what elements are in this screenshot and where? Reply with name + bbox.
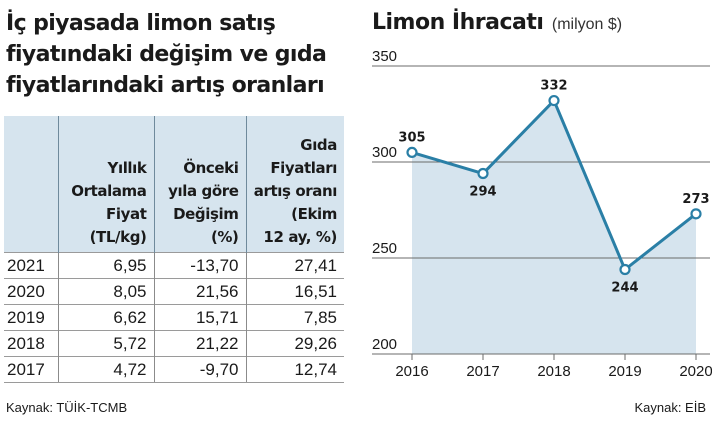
- cell-food-inflation: 7,85: [245, 303, 344, 330]
- x-tick-label: 2020: [679, 363, 712, 380]
- chart-source: Kaynak: EİB: [634, 400, 706, 415]
- x-tick-label: 2019: [608, 363, 641, 380]
- data-label: 273: [682, 192, 709, 207]
- header-line: Değişim: [173, 204, 239, 223]
- data-label: 305: [398, 130, 425, 145]
- x-tick-label: 2017: [466, 363, 499, 380]
- header-line: Yıllık: [107, 158, 147, 177]
- cell-food-inflation: 12,74: [245, 355, 344, 383]
- table-header-row: Yıllık Ortalama Fiyat (TL/kg) Önceki yıl…: [4, 116, 344, 252]
- cell-price: 6,95: [57, 251, 154, 278]
- data-label: 294: [469, 185, 496, 200]
- table-row: 2020 8,05 21,56 16,51: [4, 277, 344, 304]
- cell-year: 2018: [4, 329, 58, 356]
- table-title-line: fiyatlarındaki artış oranları: [6, 73, 325, 98]
- data-point: [619, 263, 631, 276]
- header-line: Önceki: [183, 158, 239, 177]
- table-title: İç piyasada limon satış fiyatındaki deği…: [6, 8, 346, 101]
- x-tick-label: 2016: [395, 363, 428, 380]
- cell-year: 2019: [4, 303, 58, 330]
- table-row: 2018 5,72 21,22 29,26: [4, 329, 344, 356]
- header-change: Önceki yıla göre Değişim (%): [153, 116, 246, 252]
- table-row: 2019 6,62 15,71 7,85: [4, 303, 344, 330]
- data-point: [548, 94, 560, 107]
- header-line: Gıda: [300, 135, 337, 154]
- y-tick-label: 300: [372, 144, 397, 161]
- header-line: Fiyatları: [270, 158, 337, 177]
- cell-change: 15,71: [153, 303, 246, 330]
- table-source: Kaynak: TÜİK-TCMB: [6, 400, 128, 415]
- cell-food-inflation: 16,51: [245, 277, 344, 304]
- header-price: Yıllık Ortalama Fiyat (TL/kg): [57, 116, 154, 252]
- header-line: 12 ay, %): [263, 227, 337, 246]
- chart-title: Limon İhracatı (milyon $): [372, 10, 622, 35]
- header-line: Fiyat: [106, 204, 147, 223]
- table-title-line: fiyatındaki değişim ve gıda: [6, 42, 327, 67]
- export-line-chart: 200 250 300 350 305 294 332 244 273 2016 2017 2018 2…: [372, 48, 712, 380]
- header-line: (%): [210, 227, 239, 246]
- price-table: Yıllık Ortalama Fiyat (TL/kg) Önceki yıl…: [4, 116, 344, 383]
- data-point: [690, 208, 702, 220]
- cell-food-inflation: 29,26: [245, 329, 344, 356]
- table-title-line: İç piyasada limon satış: [6, 11, 276, 36]
- y-tick-label: 250: [372, 240, 397, 257]
- cell-change: -9,70: [153, 355, 246, 383]
- cell-change: 21,56: [153, 277, 246, 304]
- header-line: (TL/kg): [89, 227, 147, 246]
- header-food-inflation: Gıda Fiyatları artış oranı (Ekim 12 ay, …: [245, 116, 344, 252]
- area-fill: [412, 100, 696, 354]
- cell-price: 8,05: [57, 277, 154, 304]
- cell-change: -13,70: [153, 251, 246, 278]
- cell-food-inflation: 27,41: [245, 251, 344, 278]
- cell-year: 2020: [4, 277, 58, 304]
- data-point: [477, 167, 489, 180]
- data-label: 244: [611, 281, 638, 296]
- cell-price: 5,72: [57, 329, 154, 356]
- cell-year: 2017: [4, 355, 58, 383]
- cell-price: 4,72: [57, 355, 154, 383]
- data-label: 332: [540, 79, 567, 94]
- table-row: 2017 4,72 -9,70 12,74: [4, 355, 344, 383]
- cell-change: 21,22: [153, 329, 246, 356]
- header-line: Ortalama: [71, 181, 147, 200]
- y-tick-label: 200: [372, 336, 397, 353]
- data-point: [406, 146, 418, 159]
- cell-price: 6,62: [57, 303, 154, 330]
- cell-year: 2021: [4, 251, 58, 278]
- x-tick-label: 2018: [537, 363, 570, 380]
- header-line: artış oranı: [253, 181, 338, 200]
- chart-unit: (milyon $): [551, 16, 623, 33]
- y-tick-label: 350: [372, 48, 397, 65]
- header-line: yıla göre: [168, 181, 239, 200]
- header-line: (Ekim: [291, 204, 337, 223]
- header-year: [4, 116, 58, 252]
- chart-title-text: Limon İhracatı: [372, 10, 544, 35]
- table-row: 2021 6,95 -13,70 27,41: [4, 251, 344, 278]
